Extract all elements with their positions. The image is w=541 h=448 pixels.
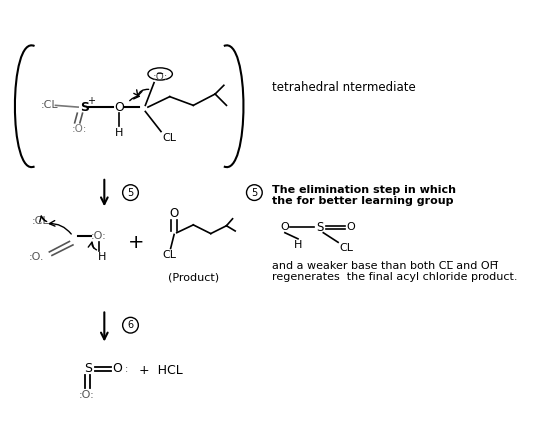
Text: :CL: :CL xyxy=(41,100,58,110)
Text: O: O xyxy=(281,223,289,233)
Text: O: O xyxy=(346,223,355,233)
Text: H: H xyxy=(294,240,302,250)
Text: −: − xyxy=(156,69,164,79)
Text: 6: 6 xyxy=(128,320,134,330)
Text: 5: 5 xyxy=(251,188,258,198)
Text: tetrahedral ntermediate: tetrahedral ntermediate xyxy=(272,81,415,94)
Text: CL: CL xyxy=(162,250,176,260)
Text: :O.: :O. xyxy=(29,252,44,262)
Text: the for better learning group: the for better learning group xyxy=(272,196,453,207)
Text: regenerates  the final acyl chloride product.: regenerates the final acyl chloride prod… xyxy=(272,272,517,282)
Text: S: S xyxy=(84,362,93,375)
Text: and a weaker base than both CL̅ and OH̅: and a weaker base than both CL̅ and OH̅ xyxy=(272,261,498,271)
Text: 5: 5 xyxy=(127,188,134,198)
Text: S: S xyxy=(316,221,324,234)
Text: O: O xyxy=(169,207,179,220)
Text: H: H xyxy=(97,252,106,262)
Text: H: H xyxy=(115,128,123,138)
Text: CL: CL xyxy=(340,243,354,254)
Text: (Product): (Product) xyxy=(168,272,219,282)
Text: O: O xyxy=(114,101,124,114)
Text: :O:: :O: xyxy=(153,72,168,82)
Text: The elimination step in which: The elimination step in which xyxy=(272,185,456,195)
Text: :O:: :O: xyxy=(79,390,95,400)
Text: :: : xyxy=(124,364,128,374)
Text: +  HCL: + HCL xyxy=(139,364,183,377)
Text: +: + xyxy=(87,96,95,106)
Text: S: S xyxy=(80,101,89,114)
Text: :O:: :O: xyxy=(91,231,107,241)
Text: CL: CL xyxy=(163,133,177,142)
Text: :O:: :O: xyxy=(72,124,88,134)
Text: :CL: :CL xyxy=(32,215,50,225)
Text: O: O xyxy=(113,362,122,375)
Text: +: + xyxy=(128,233,145,252)
